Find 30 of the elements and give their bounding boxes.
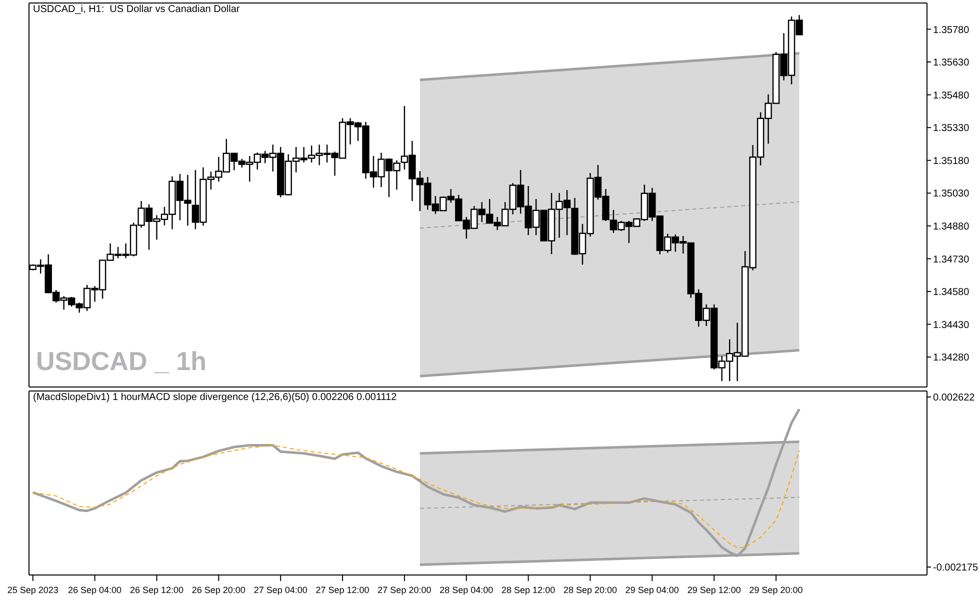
y-tick-label: 1.35480	[933, 90, 970, 102]
y-tick-label: 1.34730	[933, 254, 970, 266]
annotation: USDCAD _ 1h	[36, 346, 206, 377]
y-tick-label: 1.35330	[933, 123, 970, 134]
x-tick-label: 26 Sep 04:00	[68, 585, 122, 595]
y-tick-label: 1.34280	[933, 352, 970, 364]
y-tick-label: 1.35780	[933, 24, 970, 36]
x-tick-label: 25 Sep 2023	[7, 585, 58, 595]
y-tick-label: 1.35030	[933, 188, 970, 200]
chart-title: (MacdSlopeDiv1) 1 hourMACD slope divergence (12,26,6)(50) 0.002206 0.001112	[33, 392, 397, 403]
x-tick-label: 27 Sep 12:00	[316, 585, 370, 595]
y-tick-label: 1.35180	[933, 156, 970, 167]
x-tick-label: 28 Sep 20:00	[563, 585, 618, 595]
x-tick-label: 28 Sep 12:00	[502, 585, 556, 595]
x-tick-label: 29 Sep 04:00	[625, 585, 679, 595]
y-tick-label: 1.35630	[933, 58, 970, 69]
y-tick-label: 1.34880	[933, 221, 970, 232]
x-tick-label: 29 Sep 20:00	[749, 585, 803, 595]
x-tick-label: 27 Sep 20:00	[378, 585, 432, 595]
y-tick-label: 0.002622	[933, 392, 976, 404]
x-tick-label: 26 Sep 20:00	[192, 585, 246, 595]
y-tick-label: -0.002175	[933, 562, 978, 574]
x-tick-label: 27 Sep 04:00	[254, 585, 308, 595]
y-tick-label: 1.34580	[933, 287, 970, 298]
line-series	[32, 444, 800, 548]
x-tick-label: 26 Sep 12:00	[130, 585, 184, 595]
y-tick-label: 1.34430	[933, 320, 970, 331]
x-tick-label: 29 Sep 12:00	[687, 585, 741, 595]
chart-title: USDCAD_i, H1: US Dollar vs Canadian Dollar	[33, 4, 240, 15]
x-tick-label: 28 Sep 04:00	[440, 585, 494, 595]
